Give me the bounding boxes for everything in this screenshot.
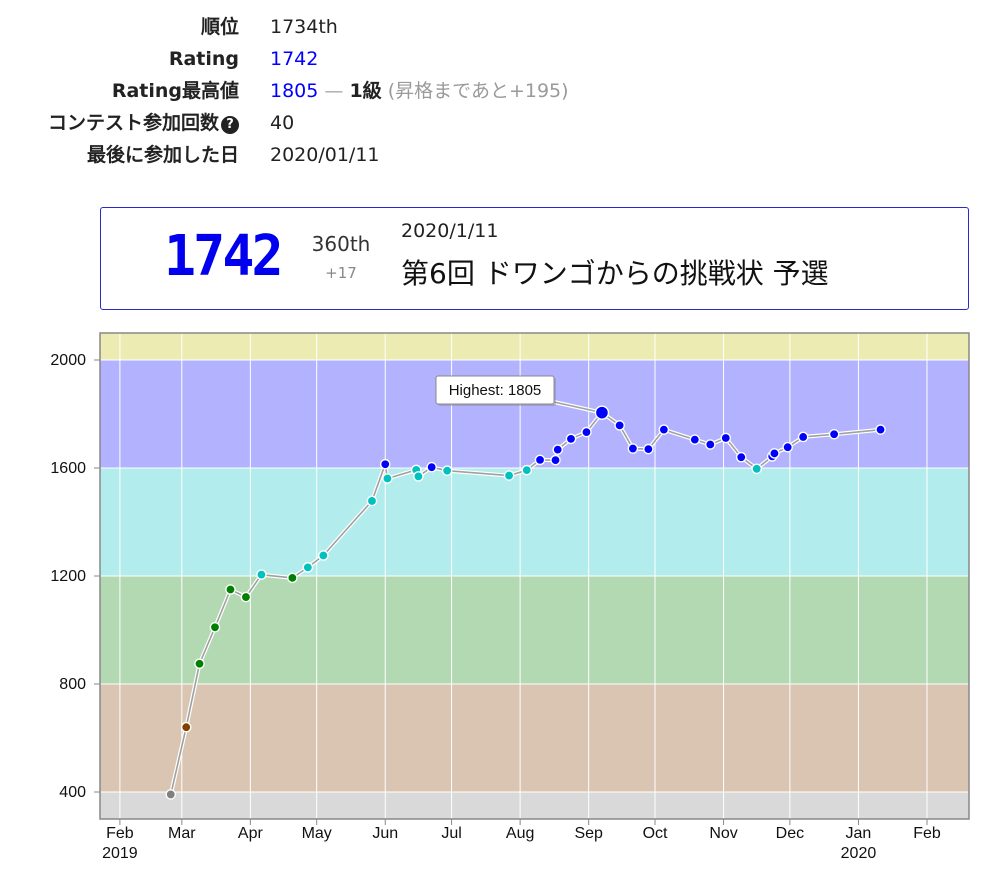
stat-row-rating: Rating 1742: [0, 44, 991, 74]
rating-point: [194, 658, 205, 670]
contests-label: コンテスト参加回数: [47, 112, 219, 134]
rating-point: [287, 572, 298, 584]
rating-point: [521, 464, 533, 476]
rating-bands: [100, 333, 969, 819]
rating-label: Rating: [168, 48, 239, 70]
highest-box: [435, 375, 555, 405]
rating-value: 1742: [270, 48, 319, 70]
rating-point: [209, 621, 221, 633]
rating-chart: 400 800 1200 1600 2000 Feb 2019 Mar Apr May Jun Jul…: [50, 332, 970, 862]
contests-label-group: コンテスト参加回数?: [48, 108, 239, 138]
rating-point: [550, 454, 561, 466]
highest-label: Rating最高値: [111, 80, 239, 102]
rating-point: [552, 444, 564, 455]
x-tick-label-1: Mar: [168, 825, 196, 842]
stat-row-highest: Rating最高値 1805 — 1級 (昇格まであと+195): [0, 76, 991, 106]
rating-point: [426, 461, 437, 473]
rating-band-1: [100, 684, 969, 792]
help-icon[interactable]: ?: [221, 116, 239, 134]
rating-point: [240, 591, 252, 603]
highest-leader: [553, 401, 603, 414]
last-label: 最後に参加した日: [86, 144, 239, 166]
rating-point: [581, 426, 592, 438]
rating-point: [627, 443, 639, 454]
x-tick-label-11: Jan: [846, 825, 872, 842]
x-tick-year-11: 2020: [841, 845, 877, 862]
card-rating: 1742: [164, 224, 284, 289]
rating-point: [565, 433, 577, 445]
rating-point: [441, 465, 453, 476]
x-tick-label-8: Oct: [643, 825, 668, 842]
highest-value-group: 1805 — 1級 (昇格まであと+195): [270, 76, 569, 106]
rating-band-0: [100, 792, 969, 819]
x-tick-label-7: Sep: [574, 825, 603, 842]
y-tick-label-0: 400: [59, 784, 86, 801]
highest-value: 1805: [270, 80, 319, 102]
rating-point: [735, 451, 747, 463]
rating-point: [704, 439, 716, 450]
x-tick-label-2: Apr: [238, 825, 264, 842]
rating-point: [534, 454, 546, 466]
y-tick-label-4: 2000: [50, 352, 86, 369]
rating-band-5: [100, 333, 969, 360]
x-tick-label-10: Dec: [776, 825, 804, 842]
rating-point: [614, 420, 625, 431]
rating-point: [658, 424, 670, 435]
rating-point: [769, 448, 780, 459]
rating-point: [503, 470, 515, 481]
rating-point: [751, 463, 763, 475]
card-contest-name[interactable]: 第6回 ドワンゴからの挑戦状 予選: [401, 257, 829, 290]
stat-row-rank: 順位 1734th: [0, 12, 991, 42]
contests-value: 40: [270, 112, 295, 134]
rating-band-3: [100, 468, 969, 576]
rating-point: [379, 458, 391, 470]
highest-point: [594, 405, 610, 420]
x-tick-label-9: Nov: [709, 825, 737, 842]
contest-card: 1742 360th +17 2020/1/11 第6回 ドワンゴからの挑戦状 …: [100, 207, 969, 310]
x-tick-label-5: Jul: [441, 825, 461, 842]
card-rank: 360th: [311, 232, 371, 256]
stat-row-contests: コンテスト参加回数? 40: [0, 108, 991, 138]
highest-note: (昇格まであと+195): [387, 80, 569, 102]
rating-point: [366, 495, 378, 507]
x-tick-label-0: Feb: [106, 825, 134, 842]
stat-row-last: 最後に参加した日 2020/01/11: [0, 140, 991, 170]
highest-label: Highest: 1805: [449, 382, 542, 399]
card-date: 2020/1/11: [401, 220, 499, 242]
rating-point: [165, 789, 177, 800]
highest-grade: 1級: [349, 80, 382, 102]
rank-label: 順位: [200, 16, 239, 38]
rating-point: [720, 432, 732, 444]
rating-point: [689, 434, 701, 445]
rating-line: [170, 411, 881, 795]
x-tick-label-4: Jun: [372, 825, 398, 842]
x-tick-year-0: 2019: [102, 845, 138, 862]
x-tick-label-6: Aug: [506, 825, 534, 842]
rating-point: [797, 431, 809, 443]
rating-point: [828, 428, 840, 440]
highest-dash: —: [324, 80, 344, 102]
y-tick-label-2: 1200: [50, 568, 86, 585]
x-tick-label-12: Feb: [913, 825, 941, 842]
x-tick-label-3: May: [302, 825, 332, 842]
rating-point: [413, 471, 424, 482]
rating-point: [782, 441, 793, 453]
rating-point: [180, 721, 192, 733]
card-diff: +17: [325, 264, 357, 282]
y-tick-label-3: 1600: [50, 460, 86, 477]
rating-point: [318, 550, 329, 561]
rank-value: 1734th: [270, 16, 338, 38]
rating-point: [643, 443, 654, 455]
rating-point: [225, 584, 236, 595]
last-value: 2020/01/11: [270, 144, 380, 166]
rating-point: [382, 473, 393, 484]
rating-point: [256, 569, 267, 580]
rating-point: [302, 562, 314, 573]
rating-point: [875, 424, 886, 435]
y-tick-label-1: 800: [59, 676, 86, 693]
